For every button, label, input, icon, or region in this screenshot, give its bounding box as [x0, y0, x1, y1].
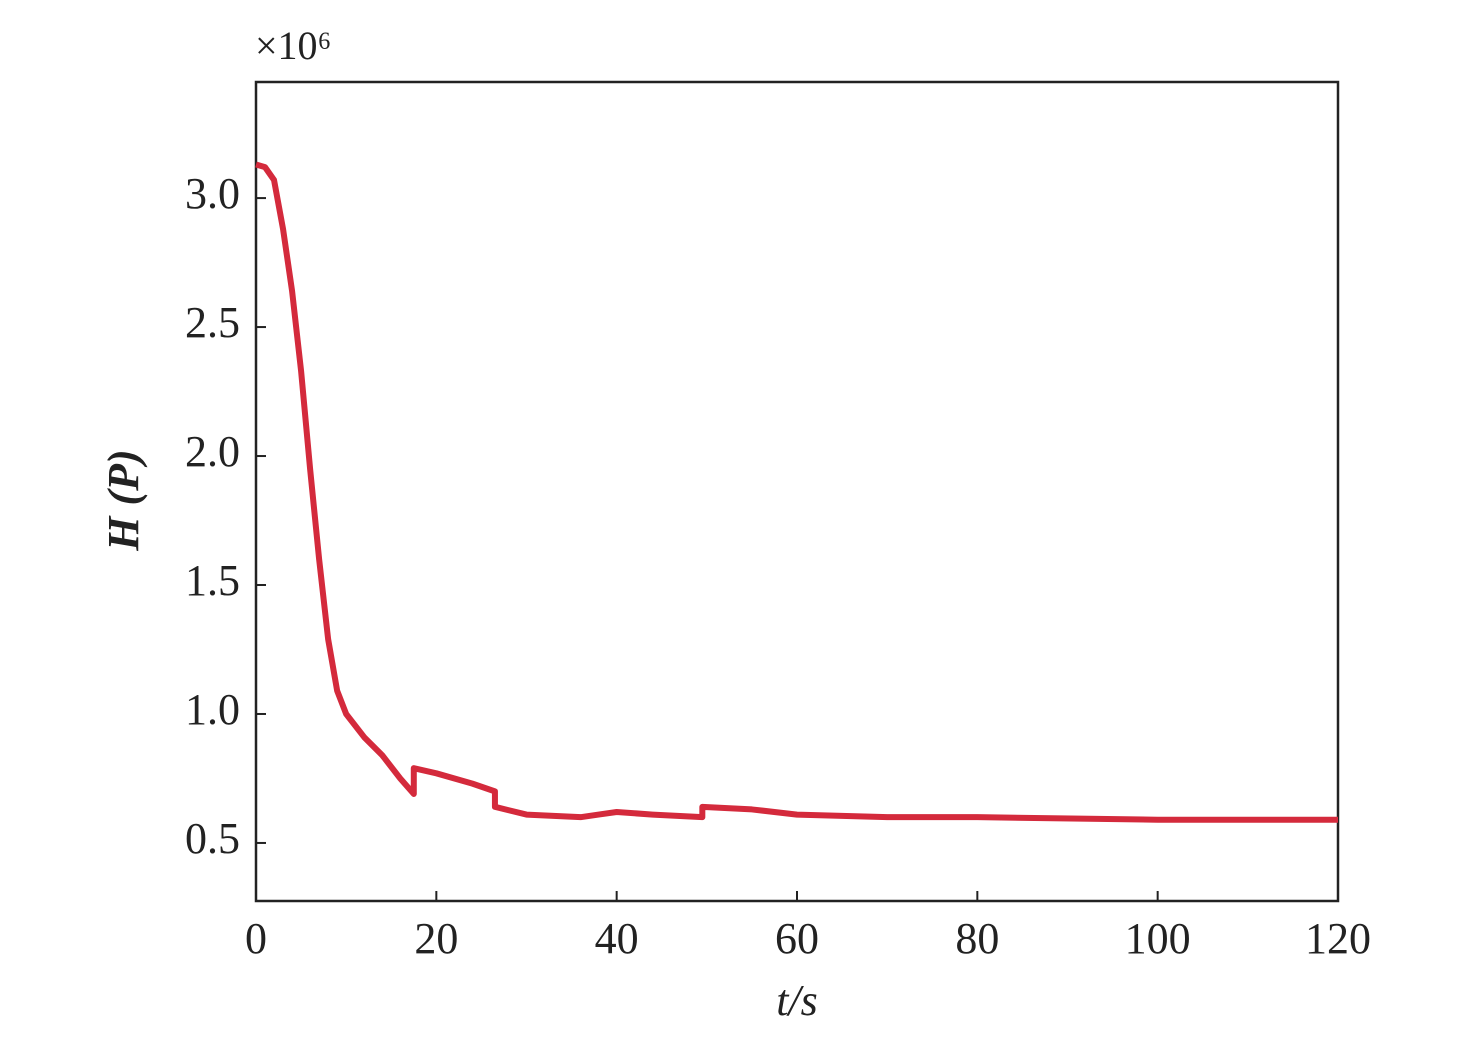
x-tick-label: 0 — [245, 914, 267, 963]
y-tick-label: 1.5 — [185, 556, 240, 605]
x-axis-label: t/s — [776, 976, 818, 1025]
y-axis-label: H (P) — [99, 449, 148, 551]
y-tick-label: 0.5 — [185, 814, 240, 863]
y-tick-label: 2.0 — [185, 427, 240, 476]
y-tick-label: 3.0 — [185, 169, 240, 218]
x-tick-label: 20 — [414, 914, 458, 963]
x-tick-label: 100 — [1125, 914, 1191, 963]
x-tick-label: 40 — [595, 914, 639, 963]
x-tick-label: 60 — [775, 914, 819, 963]
y-tick-label: 2.5 — [185, 298, 240, 347]
plot-frame — [254, 80, 1340, 903]
y-tick-label: 1.0 — [185, 685, 240, 734]
axis-multiplier: ×10⁶ — [255, 23, 332, 68]
data-line — [255, 161, 1338, 823]
x-tick-label: 80 — [955, 914, 999, 963]
x-tick-label: 120 — [1305, 914, 1371, 963]
